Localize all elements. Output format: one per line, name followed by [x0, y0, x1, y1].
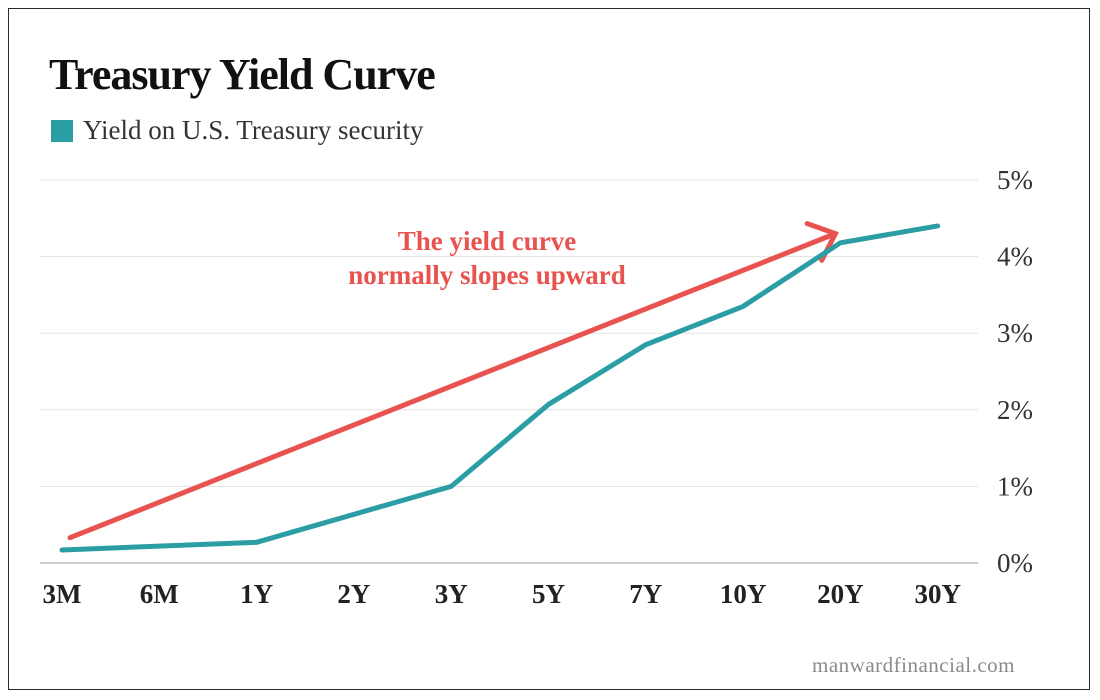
x-tick-label: 5Y — [532, 579, 565, 609]
annotation: The yield curve normally slopes upward — [348, 226, 626, 290]
x-tick-label: 3Y — [435, 579, 468, 609]
y-tick-label: 0% — [997, 548, 1033, 578]
legend-swatch — [51, 119, 73, 142]
x-tick-label: 10Y — [720, 579, 767, 609]
chart-frame: Treasury Yield Curve Yield on U.S. Treas… — [8, 8, 1090, 690]
annotation-line-2: normally slopes upward — [348, 260, 626, 290]
yield-line — [59, 223, 941, 553]
y-tick-labels: 0% 1% 2% 3% 4% 5% — [997, 165, 1033, 578]
watermark: manwardfinancial.com — [812, 653, 1015, 677]
y-tick-label: 3% — [997, 318, 1033, 348]
y-tick-label: 1% — [997, 471, 1033, 501]
legend: Yield on U.S. Treasury security — [51, 117, 424, 144]
trend-arrow-line — [67, 231, 838, 541]
x-tick-label: 1Y — [240, 579, 273, 609]
x-tick-label: 30Y — [914, 579, 961, 609]
x-tick-label: 6M — [140, 579, 179, 609]
y-tick-label: 2% — [997, 395, 1033, 425]
x-tick-label: 20Y — [817, 579, 864, 609]
y-tick-label: 4% — [997, 242, 1033, 272]
yield-series — [59, 223, 941, 553]
x-tick-label: 7Y — [629, 579, 662, 609]
x-tick-label: 3M — [43, 579, 82, 609]
x-tick-label: 2Y — [337, 579, 370, 609]
y-tick-label: 5% — [997, 165, 1033, 195]
legend-label: Yield on U.S. Treasury security — [83, 115, 424, 145]
x-tick-labels: 3M 6M 1Y 2Y 3Y 5Y 7Y 10Y 20Y 30Y — [43, 579, 961, 609]
annotation-line-1: The yield curve — [398, 226, 576, 256]
chart-title: Treasury Yield Curve — [49, 50, 436, 99]
